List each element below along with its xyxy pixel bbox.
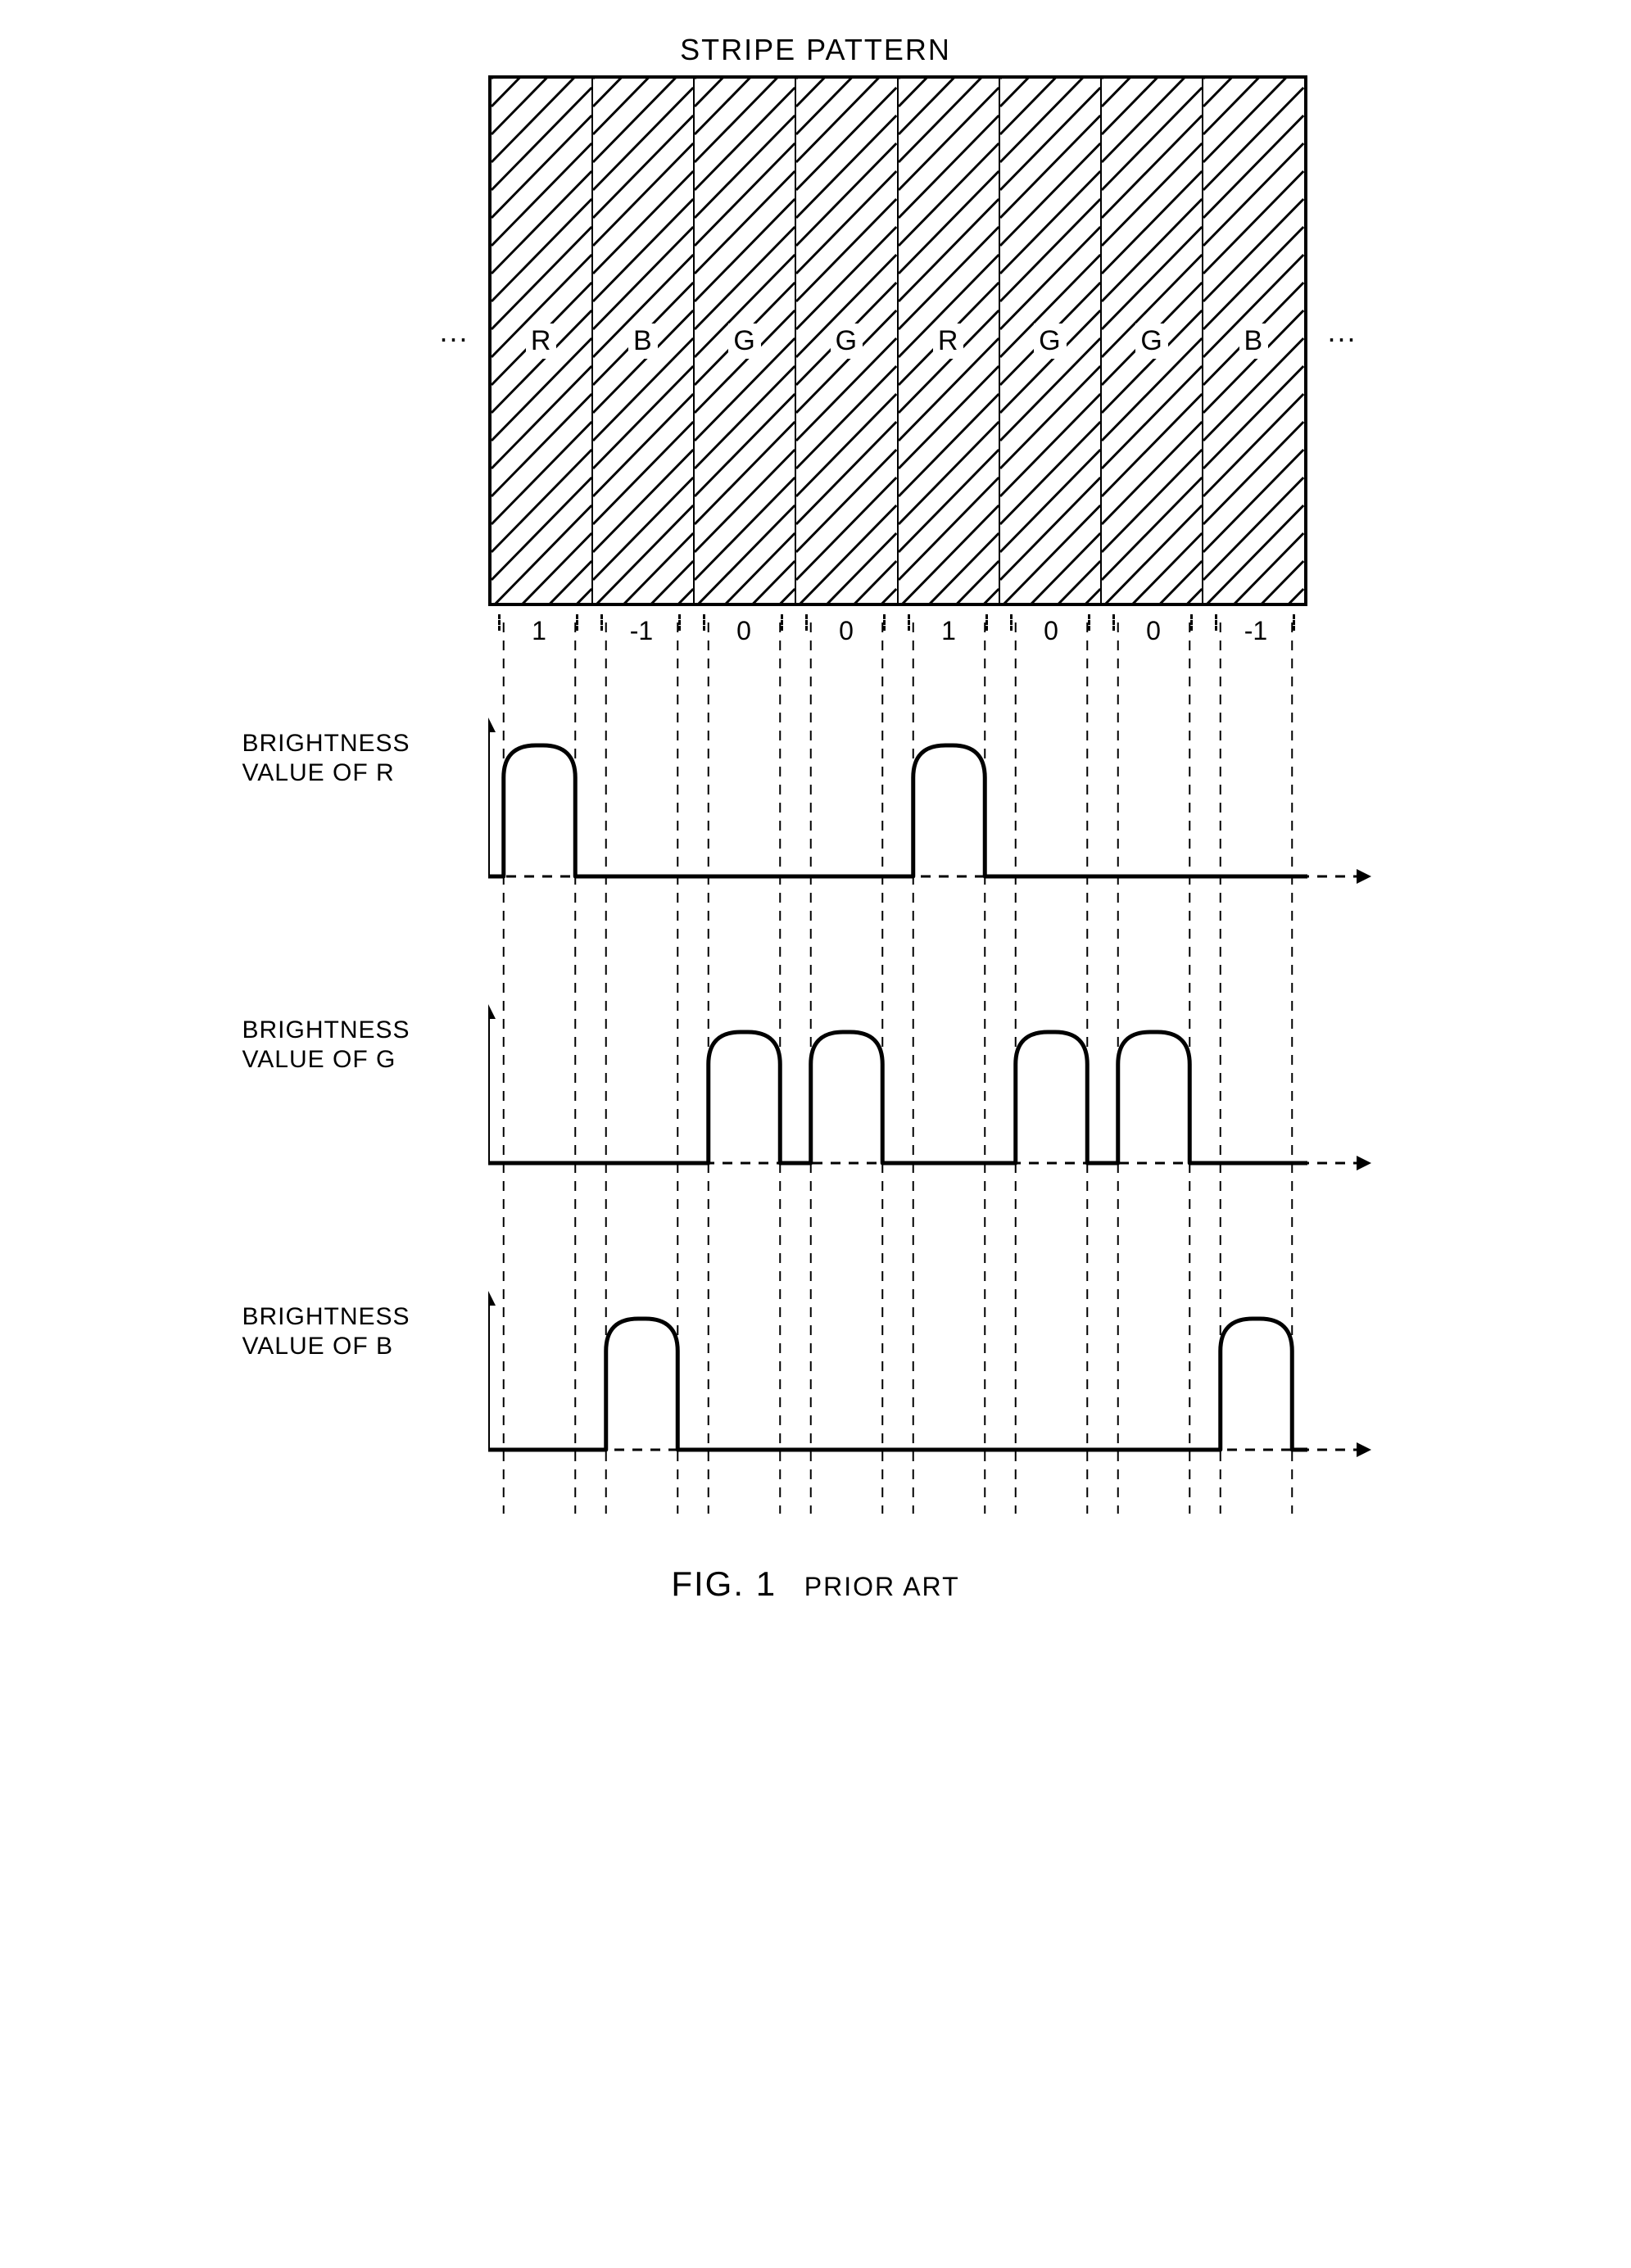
code-value: 1 bbox=[898, 616, 1000, 646]
stripe-column-label: G bbox=[831, 324, 863, 359]
stripe-column: B bbox=[593, 79, 695, 603]
chart-svg bbox=[488, 967, 1373, 1229]
stripe-pattern: ··· ··· RBGGRGGB 1-100100-1 bbox=[488, 75, 1307, 655]
code-value: -1 bbox=[591, 616, 693, 646]
figure-number: FIG. 1 bbox=[671, 1564, 777, 1603]
stripe-column: B bbox=[1203, 79, 1303, 603]
stripe-column-label: B bbox=[1239, 324, 1269, 359]
chart-label: BRIGHTNESSVALUE OF G bbox=[242, 1016, 455, 1075]
stripe-column-label: R bbox=[933, 324, 964, 359]
code-value: 1 bbox=[488, 616, 591, 646]
stripe-column-label: R bbox=[526, 324, 557, 359]
code-value: 0 bbox=[1103, 616, 1205, 646]
code-row: 1-100100-1 bbox=[488, 606, 1307, 655]
chart-svg bbox=[488, 1253, 1373, 1515]
stripe-column-label: B bbox=[628, 324, 658, 359]
stripe-column-label: G bbox=[1034, 324, 1066, 359]
code-value: 0 bbox=[1000, 616, 1103, 646]
figure-caption: FIG. 1 PRIOR ART bbox=[242, 1564, 1389, 1604]
brightness-chart-b: BRIGHTNESSVALUE OF B bbox=[242, 1253, 1389, 1515]
stripe-column: G bbox=[796, 79, 898, 603]
code-value: 0 bbox=[693, 616, 795, 646]
code-value: -1 bbox=[1205, 616, 1307, 646]
diagram-title: STRIPE PATTERN bbox=[242, 33, 1389, 67]
ellipsis-right: ··· bbox=[1327, 321, 1357, 355]
brightness-charts: BRIGHTNESSVALUE OF R BRIGHTNESSVALUE OF G… bbox=[242, 680, 1389, 1515]
figure-subcaption: PRIOR ART bbox=[804, 1572, 960, 1601]
brightness-chart-r: BRIGHTNESSVALUE OF R bbox=[242, 680, 1389, 942]
chart-svg bbox=[488, 680, 1373, 942]
stripe-column: G bbox=[1102, 79, 1203, 603]
code-value: 0 bbox=[795, 616, 898, 646]
chart-label: BRIGHTNESSVALUE OF R bbox=[242, 729, 455, 788]
stripe-column: R bbox=[899, 79, 1000, 603]
stripe-column-label: G bbox=[1135, 324, 1167, 359]
stripe-column: R bbox=[492, 79, 593, 603]
stripe-column: G bbox=[695, 79, 796, 603]
brightness-chart-g: BRIGHTNESSVALUE OF G bbox=[242, 967, 1389, 1229]
stripe-column-label: G bbox=[728, 324, 760, 359]
stripe-column: G bbox=[1000, 79, 1102, 603]
ellipsis-left: ··· bbox=[439, 321, 469, 355]
chart-label: BRIGHTNESSVALUE OF B bbox=[242, 1302, 455, 1361]
